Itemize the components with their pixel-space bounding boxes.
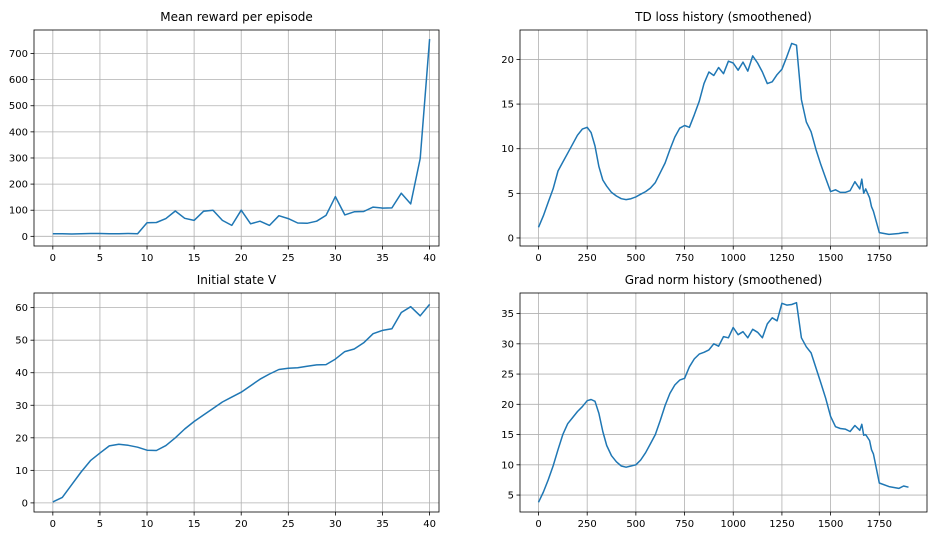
reward-xtick-label: 5 xyxy=(97,253,103,264)
subplot-initial-v: 0 5 10 15 20 25 30 35 40 0 10 20 30 40 50 60 Initial sta… xyxy=(15,273,440,530)
td-loss-ytick-label: 10 xyxy=(501,144,514,155)
grad-norm-series-line xyxy=(537,301,909,503)
reward-xtick-label: 25 xyxy=(282,253,295,264)
initial-v-ytick-label: 0 xyxy=(22,498,28,509)
reward-xtick-label: 0 xyxy=(50,253,56,264)
initial-v-ytick-label: 50 xyxy=(15,336,28,347)
td-loss-series-line xyxy=(537,42,909,236)
grad-norm-ytick-label: 5 xyxy=(508,491,514,502)
td-loss-xtick-label: 1250 xyxy=(769,253,794,264)
grad-norm-ytick-label: 15 xyxy=(501,430,514,441)
grad-norm-ytick-label: 10 xyxy=(501,460,514,471)
initial-v-xtick-label: 20 xyxy=(235,519,248,530)
grad-norm-ytick-label: 35 xyxy=(501,309,514,320)
initial-v-xtick-label: 35 xyxy=(376,519,389,530)
td-loss-axes-frame xyxy=(519,29,928,247)
grad-norm-xtick-label: 250 xyxy=(578,519,597,530)
grad-norm-xtick-label: 750 xyxy=(675,519,694,530)
grad-norm-xtick-label: 0 xyxy=(535,519,541,530)
initial-v-title: Initial state V xyxy=(197,273,277,287)
td-loss-xtick-label: 0 xyxy=(535,253,541,264)
reward-axes-frame xyxy=(33,29,440,247)
reward-xtick-label: 35 xyxy=(376,253,389,264)
initial-v-xtick-label: 15 xyxy=(188,519,201,530)
reward-title: Mean reward per episode xyxy=(160,10,313,24)
grad-norm-xtick-label: 1500 xyxy=(818,519,843,530)
reward-series-line xyxy=(52,39,431,235)
reward-ytick-label: 700 xyxy=(9,49,28,60)
initial-v-ytick-label: 20 xyxy=(15,433,28,444)
td-loss-ytick-label: 20 xyxy=(501,55,514,66)
initial-v-series-line xyxy=(52,303,431,503)
reward-xtick-label: 10 xyxy=(141,253,154,264)
reward-ytick-label: 200 xyxy=(9,180,28,191)
initial-v-xtick-label: 0 xyxy=(50,519,56,530)
grad-norm-ytick-label: 25 xyxy=(501,370,514,381)
grad-norm-ytick-label: 20 xyxy=(501,400,514,411)
initial-v-xtick-label: 30 xyxy=(329,519,342,530)
reward-ytick-label: 0 xyxy=(22,232,28,243)
td-loss-xtick-label: 1000 xyxy=(721,253,746,264)
reward-ytick-label: 400 xyxy=(9,127,28,138)
initial-v-ytick-label: 60 xyxy=(15,303,28,314)
td-loss-xtick-label: 500 xyxy=(626,253,645,264)
grad-norm-xtick-label: 1750 xyxy=(867,519,892,530)
subplot-grad-norm: 0 250 500 750 1000 1250 1500 1750 5 10 15 20 25 30 35 G… xyxy=(501,273,928,530)
reward-ytick-label: 500 xyxy=(9,101,28,112)
grad-norm-xtick-label: 1000 xyxy=(721,519,746,530)
td-loss-xtick-label: 250 xyxy=(578,253,597,264)
td-loss-xtick-label: 1500 xyxy=(818,253,843,264)
grad-norm-axes-frame xyxy=(519,292,928,513)
grad-norm-title: Grad norm history (smoothened) xyxy=(625,273,823,287)
reward-xtick-label: 30 xyxy=(329,253,342,264)
td-loss-xtick-label: 750 xyxy=(675,253,694,264)
td-loss-xtick-label: 1750 xyxy=(867,253,892,264)
reward-ytick-label: 100 xyxy=(9,206,28,217)
initial-v-xtick-label: 10 xyxy=(141,519,154,530)
initial-v-ytick-label: 30 xyxy=(15,401,28,412)
td-loss-title: TD loss history (smoothened) xyxy=(634,10,812,24)
td-loss-ytick-label: 15 xyxy=(501,100,514,111)
td-loss-ytick-label: 0 xyxy=(508,233,514,244)
reward-xtick-label: 40 xyxy=(423,253,436,264)
initial-v-ytick-label: 40 xyxy=(15,368,28,379)
reward-xtick-label: 15 xyxy=(188,253,201,264)
subplot-td-loss: 0 250 500 750 1000 1250 1500 1750 0 5 10 15 20 TD los… xyxy=(501,10,928,264)
subplot-reward: 0 5 10 15 20 25 30 35 400100200300400500600700Me… xyxy=(9,10,440,264)
grad-norm-xtick-label: 500 xyxy=(626,519,645,530)
reward-xtick-label: 20 xyxy=(235,253,248,264)
grad-norm-xtick-label: 1250 xyxy=(769,519,794,530)
initial-v-xtick-label: 25 xyxy=(282,519,295,530)
initial-v-ytick-label: 10 xyxy=(15,466,28,477)
reward-ytick-label: 600 xyxy=(9,75,28,86)
reward-ytick-label: 300 xyxy=(9,153,28,164)
td-loss-ytick-label: 5 xyxy=(508,189,514,200)
initial-v-axes-frame xyxy=(33,292,440,513)
grad-norm-ytick-label: 30 xyxy=(501,339,514,350)
initial-v-xtick-label: 5 xyxy=(97,519,103,530)
initial-v-xtick-label: 40 xyxy=(423,519,436,530)
